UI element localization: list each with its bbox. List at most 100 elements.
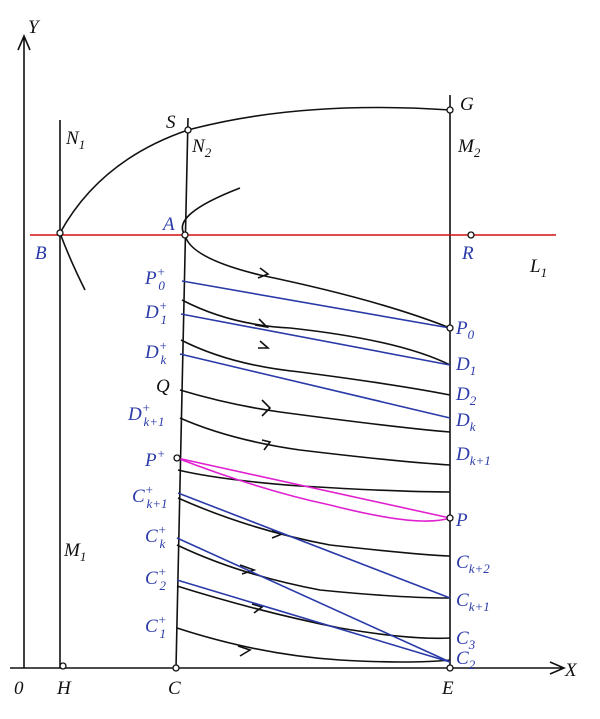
label-text: Q — [156, 376, 170, 397]
point — [56, 229, 64, 237]
label-sub: 3 — [468, 637, 476, 652]
label-text: D — [144, 342, 159, 363]
label: M2 — [457, 136, 481, 160]
curve — [59, 106, 451, 291]
label-sup: + — [142, 400, 151, 415]
label: C+ 1 — [145, 612, 166, 641]
label: D+ 1 — [144, 298, 168, 327]
label-text: D — [144, 302, 159, 323]
label: D+ k+1 — [127, 400, 165, 429]
label-text: A — [161, 214, 175, 235]
label-sup: + — [157, 446, 166, 461]
label-text: X — [564, 660, 578, 681]
label-sub: k+1 — [470, 453, 491, 468]
label: C — [168, 678, 181, 699]
point — [446, 324, 454, 332]
label: P+ — [144, 446, 165, 471]
label-text: C — [456, 590, 469, 611]
magenta-curves — [176, 457, 451, 522]
label: A — [161, 214, 175, 235]
label: N2 — [191, 136, 212, 160]
label: P+ 0 — [144, 264, 165, 293]
label: C2 — [456, 648, 476, 672]
label: N1 — [65, 128, 85, 152]
label-text: N — [191, 136, 206, 157]
label-sup: + — [158, 564, 167, 579]
lines — [10, 33, 567, 675]
label: D1 — [455, 354, 476, 378]
label-sub: 1 — [541, 265, 548, 280]
label: P0 — [455, 318, 475, 342]
point — [184, 126, 192, 134]
curve — [176, 457, 451, 522]
label-sub: 0 — [468, 327, 475, 342]
label-text: C — [145, 568, 158, 589]
label-sub: 1 — [159, 626, 166, 641]
label: R — [461, 243, 474, 264]
label: L1 — [529, 256, 547, 280]
point — [467, 231, 475, 239]
label-sub: 1 — [80, 549, 87, 564]
curve — [180, 339, 451, 396]
label: C+ k — [145, 522, 166, 551]
label-text: H — [56, 678, 72, 699]
label-sub: 1 — [79, 137, 86, 152]
label: Dk+1 — [455, 444, 491, 468]
label-text: G — [460, 94, 474, 115]
label-sub: 2 — [470, 393, 477, 408]
points — [56, 106, 475, 672]
label: S — [166, 112, 176, 133]
label: M1 — [63, 540, 86, 564]
label-text: C — [456, 552, 469, 573]
label: D+ k — [144, 338, 168, 367]
label-sub: 0 — [158, 278, 165, 293]
label-sup: + — [145, 482, 154, 497]
label: B — [35, 243, 47, 264]
label-text: P — [144, 268, 157, 289]
point — [181, 231, 189, 239]
label-sub: k+1 — [146, 496, 167, 511]
label-text: S — [166, 112, 176, 133]
label-sup: + — [157, 264, 166, 279]
point — [446, 664, 454, 672]
label-sub: k+1 — [144, 414, 165, 429]
label-text: D — [455, 444, 470, 465]
label-text: R — [461, 243, 474, 264]
segment — [179, 353, 451, 419]
curve — [181, 299, 451, 366]
label-sup: + — [158, 522, 167, 537]
label-text: P — [455, 318, 468, 339]
label-text: C — [168, 678, 181, 699]
segment — [177, 492, 451, 599]
segment — [181, 280, 451, 329]
point — [446, 106, 454, 114]
label-sub: k — [161, 352, 167, 367]
label-text: N — [65, 128, 80, 149]
label-text: C — [456, 628, 469, 649]
label-sup: + — [159, 338, 168, 353]
point — [59, 662, 67, 670]
label-text: D — [455, 384, 470, 405]
label-text: D — [127, 404, 142, 425]
x-axis — [10, 661, 567, 675]
label: H — [56, 678, 72, 699]
point — [173, 454, 181, 462]
label: Q — [156, 376, 170, 397]
label: Y — [28, 17, 41, 38]
label-sub: 1 — [161, 312, 168, 327]
label-text: B — [35, 243, 47, 264]
label: P — [455, 510, 468, 531]
curve — [177, 497, 451, 557]
point — [172, 664, 180, 672]
label-text: C — [145, 616, 158, 637]
segment — [176, 457, 451, 519]
label: C3 — [456, 628, 476, 652]
label: C+ k+1 — [132, 482, 168, 511]
label-text: L — [529, 256, 541, 277]
label-sub: 2 — [474, 145, 481, 160]
label-text: D — [455, 410, 470, 431]
curve — [179, 389, 451, 433]
label-sub: k+2 — [469, 561, 491, 576]
label: G — [460, 94, 474, 115]
